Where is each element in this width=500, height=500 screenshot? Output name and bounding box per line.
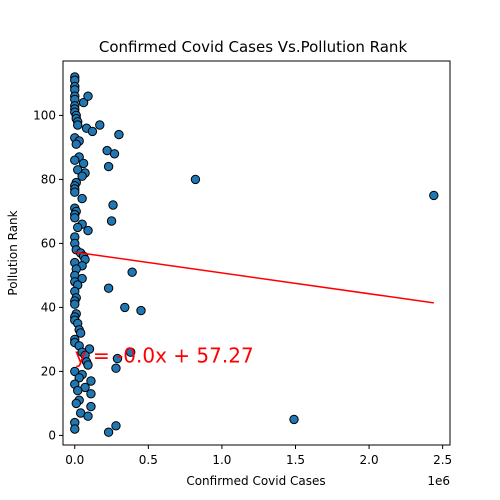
data-point [289,414,299,425]
x-tick-label: 2.5 [433,453,452,467]
data-point [103,427,114,437]
data-point [75,328,86,338]
axes-frame [62,60,451,446]
data-point [70,424,80,434]
data-point [112,353,123,364]
data-point [83,225,93,236]
x-tick-label: 1.0 [212,453,231,467]
data-point [70,213,80,223]
y-axis-ticks: 0 20 40 60 80 100 [33,108,63,442]
data-point [86,376,96,386]
data-point [83,91,93,101]
x-tick-label: 2.0 [360,453,379,467]
data-point [70,187,80,197]
data-point [86,401,96,412]
data-point [70,155,80,165]
chart-title: Confirmed Covid Cases Vs.Pollution Rank [99,38,408,56]
data-point [71,398,81,409]
data-point [136,305,146,316]
data-point [108,200,118,210]
data-point [190,174,201,185]
data-point [78,97,89,108]
data-points [70,72,439,437]
regression-line [74,251,434,304]
data-point [78,158,89,169]
data-point [77,171,87,181]
x-tick-label: 0.0 [65,453,84,467]
regression-line-group: y = -0.0x + 57.27 [74,251,434,367]
data-point [95,120,105,130]
plot-area: 0.0 0.5 1.0 1.5 2.0 2.5 0 20 40 60 80 100 y = -0.0… [33,60,452,467]
x-tick-label: 1.5 [286,453,305,467]
data-point [103,283,114,293]
data-point [73,222,83,233]
y-tick-label: 60 [41,236,56,250]
data-point [87,126,98,137]
data-point [114,129,124,140]
data-point [127,267,137,277]
data-point [106,216,117,226]
data-point [71,139,81,149]
y-tick-label: 80 [41,172,56,186]
data-point [83,360,93,370]
data-point [109,149,120,159]
x-tick-label: 0.5 [139,453,158,467]
data-point [74,373,84,383]
y-tick-label: 20 [41,364,56,378]
data-point [429,190,439,201]
x-axis-ticks: 0.0 0.5 1.0 1.5 2.0 2.5 [65,445,452,467]
data-point [86,389,96,399]
y-tick-label: 100 [33,108,56,122]
x-axis-label: Confirmed Covid Cases [186,474,325,488]
y-tick-label: 40 [41,300,56,314]
data-point [73,120,83,130]
x-axis-offset-label: 1e6 [427,474,450,488]
data-point [103,161,114,172]
data-point [77,193,87,204]
data-point [111,421,121,431]
y-axis-label: Pollution Rank [6,210,20,295]
y-tick-label: 0 [48,428,56,442]
data-point [125,347,136,357]
data-point [73,385,83,396]
data-point [83,411,93,421]
regression-equation-label: y = -0.0x + 57.27 [75,343,254,367]
data-point [70,299,80,309]
data-point [111,363,121,373]
data-point [120,302,130,313]
